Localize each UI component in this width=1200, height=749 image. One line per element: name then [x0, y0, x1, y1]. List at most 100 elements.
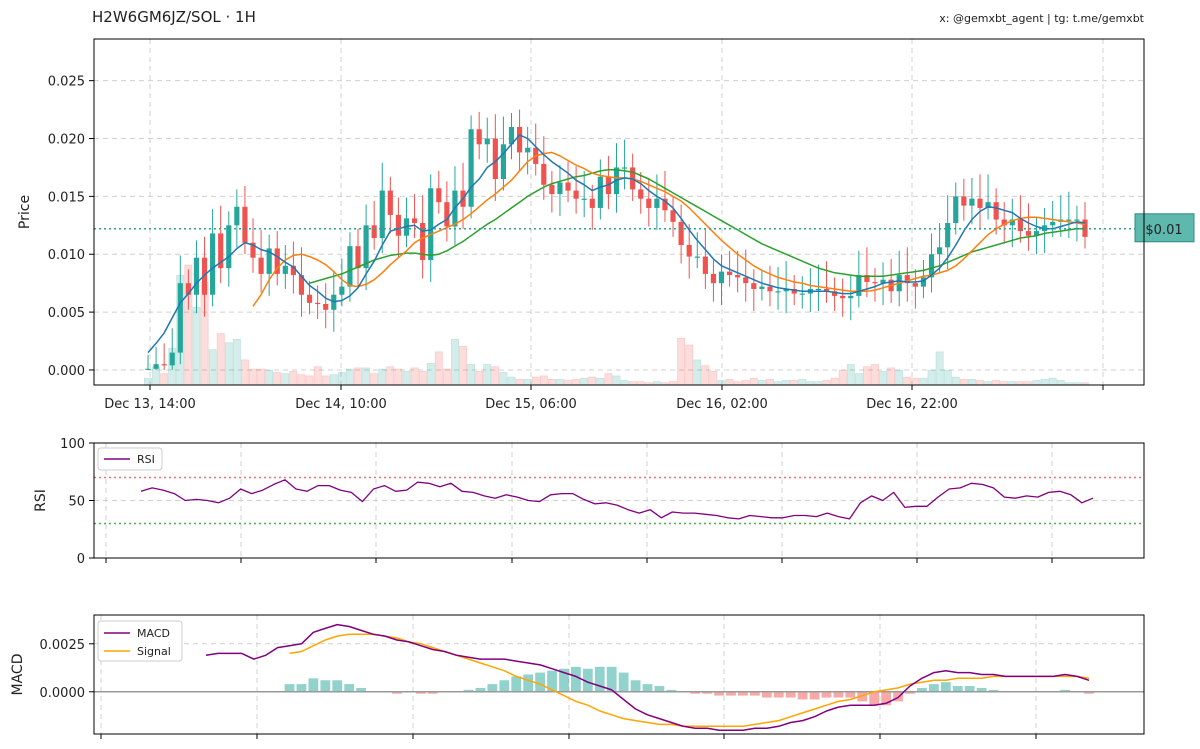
- candle-body: [274, 248, 280, 274]
- volume-bar: [515, 378, 524, 386]
- volume-bar: [483, 364, 492, 386]
- volume-bar: [935, 351, 944, 386]
- macd-histogram-bar: [415, 691, 426, 694]
- candle-body: [1050, 221, 1056, 226]
- volume-bar: [838, 369, 847, 386]
- candle-body: [347, 246, 353, 287]
- macd-histogram-bar: [988, 689, 999, 692]
- candle-body: [306, 294, 313, 303]
- macd-histogram-bar: [571, 666, 581, 692]
- candle-body: [589, 198, 595, 208]
- y-tick-label: 0.025: [48, 75, 85, 90]
- candle-body: [177, 283, 183, 353]
- macd-histogram-bar: [332, 680, 343, 692]
- candle-body: [387, 190, 393, 215]
- price-badge-label: $0.01: [1145, 223, 1182, 238]
- candle-body: [1033, 231, 1040, 236]
- candle-body: [654, 198, 660, 208]
- volume-bar: [959, 378, 968, 386]
- candle-body: [355, 246, 361, 269]
- volume-bar: [895, 369, 904, 386]
- candle-body: [500, 144, 506, 180]
- volume-bar: [426, 362, 435, 386]
- candle-body: [670, 210, 676, 222]
- candle-body: [525, 147, 531, 153]
- candle-body: [516, 126, 523, 153]
- candle-body: [1025, 231, 1032, 236]
- macd-histogram-bar: [630, 680, 641, 692]
- candle-body: [848, 295, 854, 299]
- candle-body: [743, 277, 749, 284]
- volume-bar: [774, 381, 782, 386]
- rsi-panel: 0 50 100 RSI RSI: [33, 437, 1145, 567]
- volume-bar: [806, 381, 815, 386]
- macd-histogram-bar: [606, 666, 617, 692]
- volume-bar: [305, 375, 314, 386]
- credit-text: x: @gemxbt_agent | tg: t.me/gemxbt: [939, 12, 1144, 25]
- candle-body: [298, 275, 305, 295]
- volume-bar: [757, 380, 766, 386]
- macd-line: [205, 623, 1090, 731]
- macd-histogram-bar: [964, 686, 975, 692]
- ma-mid-line: [252, 151, 1086, 307]
- candle-body: [694, 256, 700, 258]
- candle-body: [969, 198, 975, 206]
- macd-histogram-bar: [487, 684, 498, 692]
- volume-bar: [588, 376, 597, 386]
- volume-bar: [257, 368, 266, 386]
- candle-body: [872, 282, 878, 284]
- candle-body: [153, 364, 159, 369]
- macd-histogram-bar: [344, 684, 355, 692]
- volume-bar: [798, 378, 807, 386]
- volume-bar: [475, 370, 484, 386]
- macd-histogram-bar: [320, 680, 331, 692]
- candle-body: [727, 271, 733, 276]
- volume-bar: [862, 366, 871, 386]
- volume-bar: [370, 373, 379, 386]
- volume-bar: [782, 380, 791, 386]
- candle-body: [977, 198, 983, 208]
- macd-histogram-bar: [773, 691, 784, 698]
- volume-bar: [378, 368, 387, 386]
- macd-histogram-bar: [618, 672, 629, 692]
- macd-histogram-bar: [833, 691, 844, 698]
- candle-body: [1001, 219, 1007, 226]
- x-tick-label: Dec 13, 14:00: [104, 397, 196, 412]
- volume-bar: [329, 374, 338, 386]
- candle-body: [484, 138, 490, 145]
- candle-body: [815, 288, 822, 291]
- volume-bar: [790, 380, 799, 386]
- volume-bar: [693, 359, 702, 386]
- candle-body: [638, 189, 644, 199]
- candle-body: [549, 184, 555, 195]
- macd-histogram-bar: [738, 691, 748, 696]
- volume-bar: [1048, 377, 1057, 386]
- candle-body: [799, 293, 805, 295]
- candle-body: [169, 352, 175, 366]
- volume-bar: [523, 378, 532, 386]
- volume-bar: [297, 374, 306, 386]
- candle-body: [759, 286, 765, 289]
- volume-bar: [854, 373, 863, 386]
- macd-histogram-bar: [714, 691, 724, 696]
- macd-histogram-bar: [666, 689, 677, 692]
- macd-histogram-bar: [511, 676, 522, 692]
- candle-body: [315, 302, 321, 305]
- macd-histogram-bar: [809, 691, 820, 700]
- macd-histogram-bar: [869, 691, 880, 706]
- y-tick-label: 0: [77, 552, 85, 567]
- candle-body: [985, 202, 991, 208]
- candle-body: [323, 303, 329, 310]
- macd-histogram-bar: [642, 684, 653, 692]
- macd-histogram-bar: [1060, 689, 1071, 692]
- macd-histogram-bar: [940, 682, 951, 692]
- candle-body: [840, 295, 846, 299]
- y-axis-label: RSI: [33, 489, 49, 512]
- macd-histogram-bar: [952, 686, 963, 692]
- candle-body: [492, 138, 498, 180]
- volume-bar: [418, 370, 427, 386]
- volume-bar: [273, 372, 282, 386]
- volume-bar: [1000, 381, 1009, 386]
- volume-bar: [1032, 380, 1041, 386]
- y-tick-label: 100: [60, 437, 85, 452]
